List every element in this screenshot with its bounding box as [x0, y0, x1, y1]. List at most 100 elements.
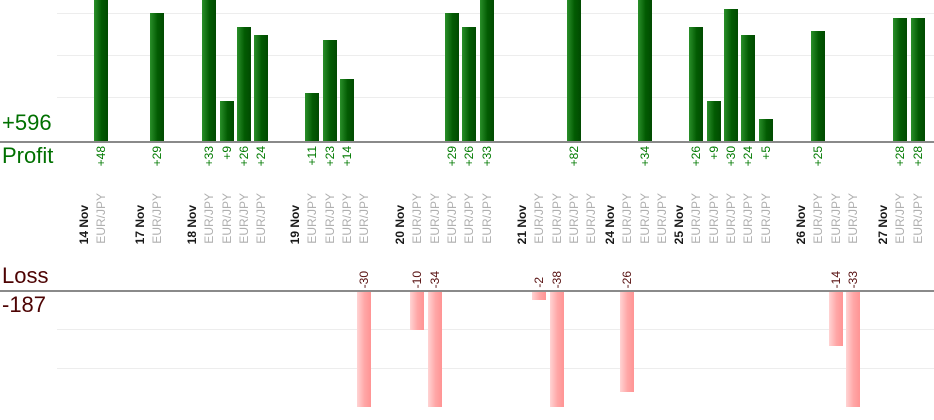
x-axis-pair-label-text: EUR/JPY: [893, 193, 908, 244]
profit-value-label-text: +23: [322, 146, 337, 167]
x-axis-pair-label: EUR/JPY: [409, 184, 425, 244]
x-axis-pair-label: EUR/JPY: [479, 184, 495, 244]
profit-value-label: +25: [810, 146, 826, 186]
x-axis-pair-label: EUR/JPY: [549, 184, 565, 244]
profit-value-label-text: +26: [236, 146, 251, 167]
loss-axis-line: [0, 290, 934, 292]
profit-bar: [150, 13, 165, 141]
x-axis-date-label-text: 26 Nov: [793, 204, 808, 244]
profit-value-label-text: +82: [566, 146, 581, 167]
profit-value-label-text: +5: [758, 146, 773, 160]
x-axis-pair-label: EUR/JPY: [304, 184, 320, 244]
profit-bar: [462, 27, 477, 141]
profit-value-label: +33: [479, 146, 495, 186]
profit-bar: [910, 18, 925, 141]
profit-bar: [893, 18, 908, 141]
x-axis-pair-label: EUR/JPY: [236, 184, 252, 244]
x-axis-pair-label-text: EUR/JPY: [723, 193, 738, 244]
profit-bar: [479, 0, 494, 141]
profit-value-label-text: +33: [202, 146, 217, 167]
profit-gridline: [57, 97, 934, 98]
loss-gridline: [57, 368, 934, 369]
x-axis-pair-label-text: EUR/JPY: [219, 193, 234, 244]
x-axis-pair-label-text: EUR/JPY: [236, 193, 251, 244]
profit-gridline: [57, 55, 934, 56]
profit-bar: [689, 27, 704, 141]
profit-bar: [305, 93, 320, 141]
profit-value-label-text: +28: [910, 146, 925, 167]
profit-bar: [219, 101, 234, 141]
x-axis-pair-label-text: EUR/JPY: [479, 193, 494, 244]
x-axis-date-label-text: 20 Nov: [392, 204, 407, 244]
loss-value-label: -30: [356, 248, 372, 288]
x-axis-pair-label-text: EUR/JPY: [305, 193, 320, 244]
profit-axis-title: Profit: [2, 143, 54, 168]
profit-bar: [741, 35, 756, 141]
x-axis-date-label: 21 Nov: [514, 184, 530, 244]
x-axis-pair-label-text: EUR/JPY: [811, 193, 826, 244]
loss-total-value: -187: [2, 292, 47, 317]
profit-value-label-text: +28: [893, 146, 908, 167]
x-axis-date-label-text: 14 Nov: [76, 204, 91, 244]
x-axis-date-label: 18 Nov: [184, 184, 200, 244]
x-axis-pair-label-text: EUR/JPY: [94, 193, 109, 244]
profit-value-label: +26: [236, 146, 252, 186]
x-axis-pair-label: EUR/JPY: [706, 184, 722, 244]
profit-gridline: [57, 13, 934, 14]
profit-bar: [202, 0, 217, 141]
profit-bar: [236, 27, 251, 141]
profit-value-label-text: +24: [254, 146, 269, 167]
profit-value-label-text: +26: [689, 146, 704, 167]
loss-value-label: -33: [845, 248, 861, 288]
x-axis-pair-label-text: EUR/JPY: [254, 193, 269, 244]
profit-bar: [322, 40, 337, 141]
x-axis-pair-label: EUR/JPY: [531, 184, 547, 244]
loss-bar: [427, 292, 442, 407]
profit-value-label-text: +24: [741, 146, 756, 167]
loss-bar: [828, 292, 843, 346]
x-axis-pair-label-text: EUR/JPY: [462, 193, 477, 244]
x-axis-pair-label: EUR/JPY: [461, 184, 477, 244]
profit-total-value: +596: [2, 110, 52, 135]
profit-value-label: +9: [219, 146, 235, 186]
loss-gridline: [57, 329, 934, 330]
profit-value-label: +29: [149, 146, 165, 186]
x-axis-pair-label: EUR/JPY: [322, 184, 338, 244]
profit-value-label: +82: [566, 146, 582, 186]
x-axis-pair-label-text: EUR/JPY: [758, 193, 773, 244]
loss-value-label-text: -33: [845, 270, 860, 288]
x-axis-pair-label: EUR/JPY: [828, 184, 844, 244]
x-axis-pair-label-text: EUR/JPY: [410, 193, 425, 244]
x-axis-pair-label-text: EUR/JPY: [150, 193, 165, 244]
x-axis-date-label-text: 18 Nov: [184, 204, 199, 244]
profit-value-label: +5: [758, 146, 774, 186]
loss-value-label-text: -30: [357, 270, 372, 288]
x-axis-pair-label-text: EUR/JPY: [689, 193, 704, 244]
loss-value-label-text: -2: [532, 277, 547, 288]
x-axis-pair-label-text: EUR/JPY: [339, 193, 354, 244]
x-axis-pair-label-text: EUR/JPY: [357, 193, 372, 244]
loss-value-label-text: -14: [828, 270, 843, 288]
profit-bar: [566, 0, 581, 141]
x-axis-pair-label-text: EUR/JPY: [549, 193, 564, 244]
x-axis-pair-label-text: EUR/JPY: [202, 193, 217, 244]
profit-value-label: +28: [910, 146, 926, 186]
profit-value-label: +30: [723, 146, 739, 186]
loss-bar: [549, 292, 564, 407]
profit-value-label-text: +26: [462, 146, 477, 167]
x-axis-pair-label-text: EUR/JPY: [741, 193, 756, 244]
loss-value-label: -26: [619, 248, 635, 288]
loss-value-label: -2: [531, 248, 547, 288]
x-axis-pair-label-text: EUR/JPY: [845, 193, 860, 244]
x-axis-pair-label-text: EUR/JPY: [706, 193, 721, 244]
profit-value-label-text: +29: [444, 146, 459, 167]
loss-axis-title: Loss: [2, 263, 49, 288]
x-axis-date-label-text: 25 Nov: [671, 204, 686, 244]
profit-bar: [811, 31, 826, 141]
loss-value-label: -38: [549, 248, 565, 288]
profit-value-label: +28: [892, 146, 908, 186]
profit-value-label: +48: [93, 146, 109, 186]
profit-value-label-text: +30: [723, 146, 738, 167]
loss-value-label: -14: [828, 248, 844, 288]
